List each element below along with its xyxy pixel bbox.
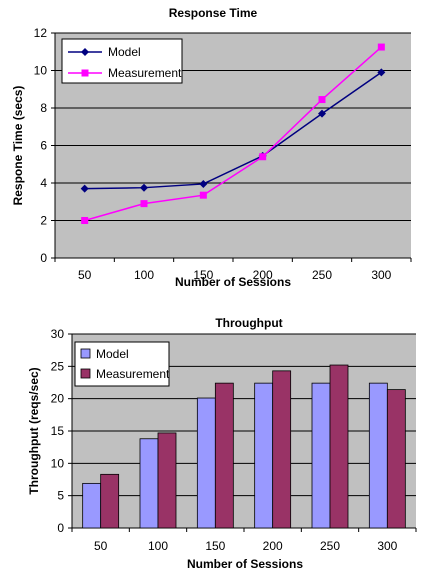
bar-model <box>311 382 331 529</box>
y-tick-label: 0 <box>40 251 47 265</box>
response-time-chart: 0 2 4 6 8 10 12 50 100 150 200 250 300 Model Measureme… <box>11 6 412 289</box>
legend-label: Measurement <box>96 367 170 381</box>
x-tick-label: 150 <box>205 539 225 553</box>
data-point <box>318 109 326 118</box>
bar-measurement <box>272 370 292 529</box>
x-tick-label: 300 <box>371 268 391 282</box>
legend-label: Model <box>108 45 141 59</box>
x-tick-label: 200 <box>253 268 273 282</box>
x-tick-label: 250 <box>320 539 340 553</box>
y-tick-label: 10 <box>34 64 48 78</box>
x-tick-label: 100 <box>134 268 154 282</box>
y-axis-label: Throughput (reqs/sec) <box>27 367 41 494</box>
bar-measurement <box>157 432 177 529</box>
x-tick-label: 100 <box>148 539 168 553</box>
chart-title: Throughput <box>215 316 282 330</box>
data-point <box>140 200 148 208</box>
x-tick-label: 50 <box>94 539 108 553</box>
data-point <box>377 68 386 77</box>
x-tick-label: 200 <box>263 539 283 553</box>
chart-title: Response Time <box>169 6 258 20</box>
legend-swatch <box>80 368 91 379</box>
bar-model <box>196 397 216 529</box>
bar-measurement <box>329 364 349 529</box>
x-tick-label: 150 <box>193 268 213 282</box>
x-axis-label: Number of Sessions <box>175 275 291 289</box>
y-tick-label: 25 <box>51 359 65 373</box>
bar-model <box>368 382 388 529</box>
x-tick-label: 50 <box>78 268 92 282</box>
bar-model <box>82 482 102 529</box>
bar-measurement <box>386 389 406 529</box>
legend <box>74 341 170 387</box>
data-point <box>259 153 267 161</box>
data-point <box>318 96 326 104</box>
series-line-model <box>84 71 382 190</box>
series-line-measurement <box>84 46 382 222</box>
bar-measurement <box>214 382 234 529</box>
data-point <box>199 191 207 199</box>
data-point <box>80 184 89 193</box>
data-point <box>81 217 89 224</box>
legend-label: Model <box>96 347 129 361</box>
data-point <box>199 179 208 188</box>
data-point <box>377 43 385 51</box>
bar-model <box>139 438 159 529</box>
y-tick-label: 2 <box>40 214 47 228</box>
data-point <box>140 183 148 192</box>
y-axis-label: Respone Time (secs) <box>11 86 25 206</box>
y-tick-label: 8 <box>40 101 47 115</box>
x-axis-label: Number of Sessions <box>187 557 303 571</box>
y-tick-label: 30 <box>51 327 65 341</box>
y-tick-label: 5 <box>57 489 64 503</box>
y-tick-label: 4 <box>40 176 47 190</box>
legend-marker <box>81 48 89 56</box>
x-tick-label: 300 <box>377 539 397 553</box>
y-tick-label: 0 <box>57 521 64 535</box>
x-tick-label: 250 <box>312 268 332 282</box>
y-tick-label: 6 <box>40 139 47 153</box>
y-tick-label: 20 <box>51 392 65 406</box>
bar-model <box>254 382 274 529</box>
y-tick-label: 10 <box>51 456 65 470</box>
y-tick-label: 15 <box>51 424 65 438</box>
legend-swatch <box>80 348 91 359</box>
y-tick-label: 12 <box>34 26 48 40</box>
throughput-chart: 0 5 10 15 20 25 30 50 100 150 200 250 300 Model Measur… <box>27 316 417 571</box>
legend-label: Measurement <box>108 66 182 80</box>
bar-measurement <box>100 473 120 529</box>
legend-marker <box>81 69 89 77</box>
